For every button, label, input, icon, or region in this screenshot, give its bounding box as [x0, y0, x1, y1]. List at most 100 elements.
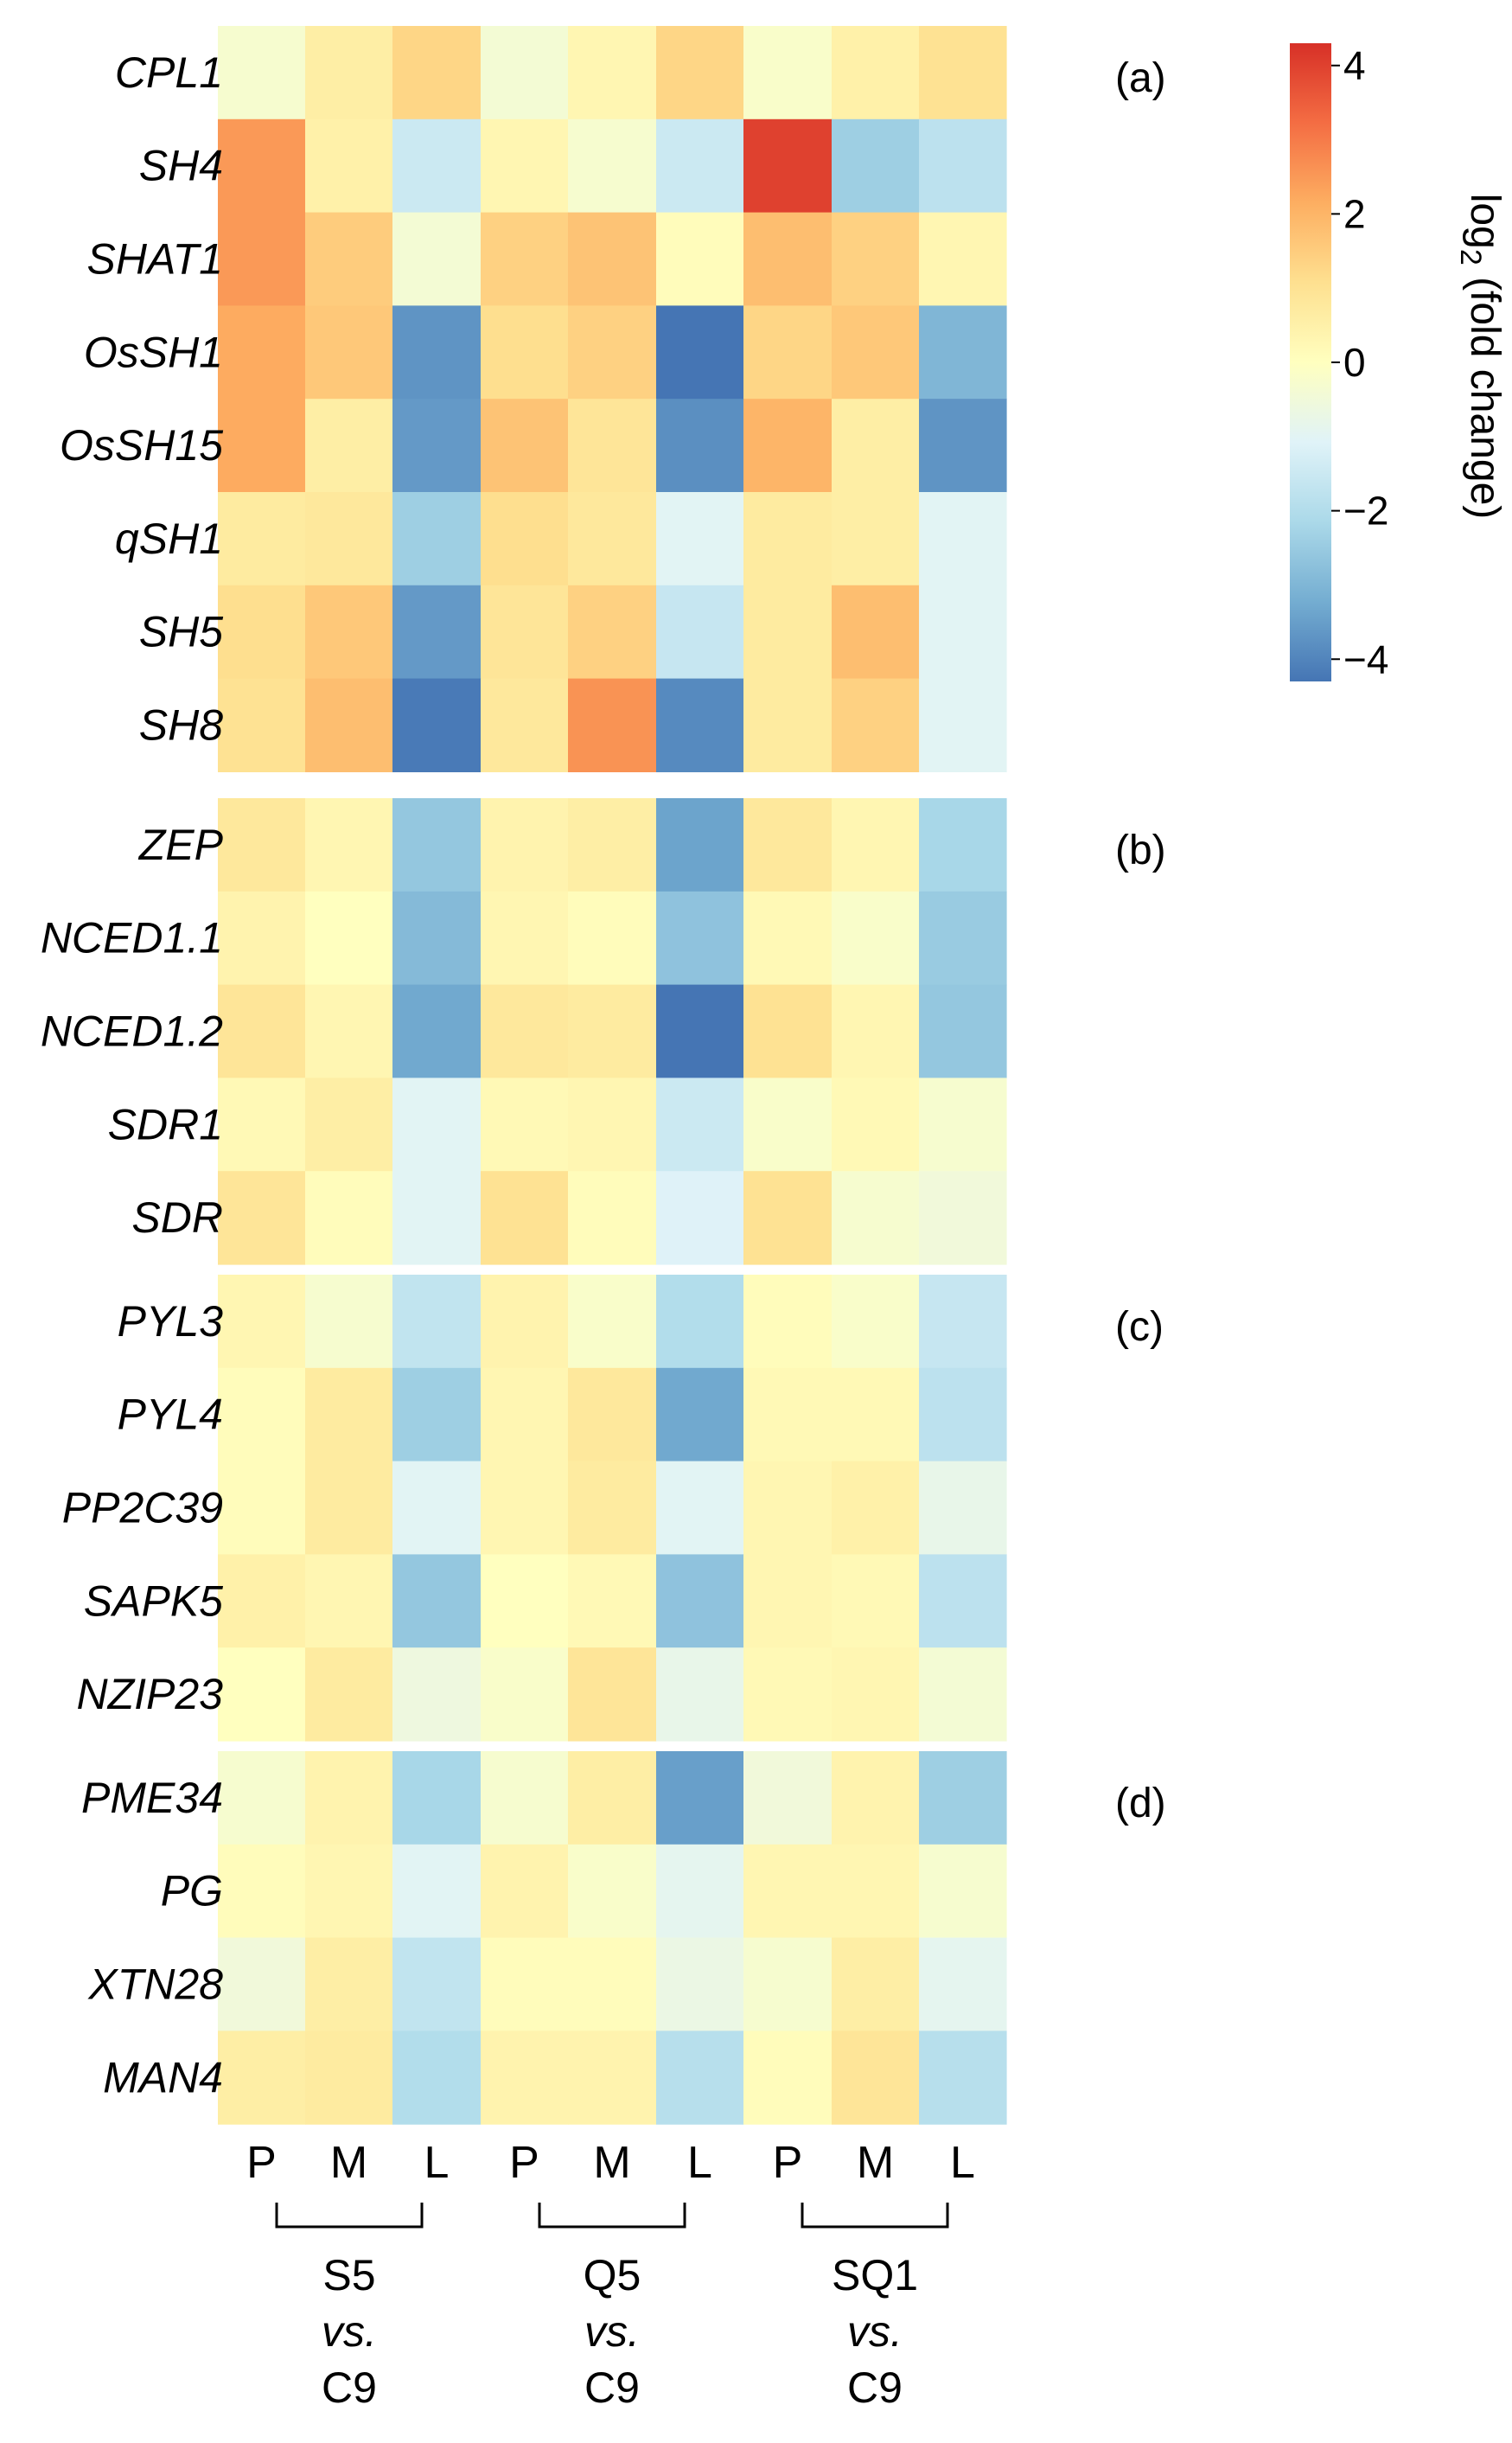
gene-label: NCED1.1	[41, 914, 223, 962]
heatmap-cell	[919, 2031, 1007, 2125]
heatmap-row: SAPK5	[84, 1554, 1007, 1648]
heatmap-cell	[743, 1461, 833, 1555]
heatmap-cell	[392, 1461, 482, 1555]
heatmap-cell	[568, 1367, 657, 1462]
heatmap-cell	[218, 1647, 306, 1742]
heatmap-cell	[305, 678, 393, 772]
heatmap-cell	[743, 1647, 833, 1742]
heatmap-cell	[568, 1461, 657, 1555]
column-tick-label: L	[687, 2138, 712, 2188]
heatmap-cell	[568, 1844, 657, 1939]
heatmap-cell	[919, 26, 1007, 120]
heatmap-cell	[919, 212, 1007, 306]
colorbar-title-subscript: 2	[1454, 249, 1487, 265]
heatmap-cell	[481, 1554, 569, 1648]
heatmap-cell	[743, 1751, 833, 1845]
heatmap-cell	[743, 798, 833, 892]
gene-label: SHAT1	[87, 235, 223, 284]
heatmap-row: PME34	[81, 1751, 1007, 1845]
panel-b: ZEP NCED1.1 NCED1.2 SDR1 SDR (b)	[41, 798, 1166, 1265]
heatmap-cell	[919, 984, 1007, 1078]
heatmap-cell	[218, 1751, 306, 1845]
heatmap-cell	[656, 399, 744, 493]
heatmap-cell	[218, 678, 306, 772]
heatmap-cell	[568, 984, 657, 1078]
heatmap-cell	[305, 585, 393, 680]
group-label: S5	[322, 2251, 375, 2299]
heatmap-cell	[919, 1171, 1007, 1265]
gene-label: OsSH1	[84, 328, 223, 376]
heatmap-cell	[919, 1367, 1007, 1462]
heatmap-cell	[481, 585, 569, 680]
column-tick-label: P	[246, 2138, 277, 2188]
heatmap-cell	[568, 1647, 657, 1742]
heatmap-cell	[919, 1937, 1007, 2031]
gene-label: SDR	[131, 1193, 223, 1242]
colorbar-tick: −2	[1331, 489, 1388, 534]
gene-label: PYL3	[118, 1297, 224, 1346]
gene-label: SH5	[139, 608, 223, 656]
gene-label: PG	[161, 1867, 223, 1915]
heatmap-cell	[832, 1461, 920, 1555]
heatmap-cell	[743, 1171, 833, 1265]
heatmap-cell	[305, 1844, 393, 1939]
colorbar-tick: −4	[1331, 636, 1388, 681]
heatmap-cell	[392, 212, 482, 306]
column-tick-label: M	[593, 2138, 630, 2188]
heatmap-cell	[832, 305, 920, 400]
heatmap-cell	[743, 305, 833, 400]
heatmap-cell	[392, 798, 482, 892]
heatmap-cell	[218, 492, 306, 586]
heatmap-cell	[919, 891, 1007, 986]
heatmap-cell	[218, 798, 306, 892]
column-tick-label: L	[424, 2138, 450, 2188]
heatmap-cell	[743, 1554, 833, 1648]
heatmap-cell	[743, 891, 833, 986]
gene-label: XTN28	[87, 1960, 223, 2009]
heatmap-cell	[481, 1461, 569, 1555]
heatmap-cell	[305, 26, 393, 120]
heatmap-cell	[656, 1171, 744, 1265]
heatmap-row: XTN28	[87, 1937, 1007, 2031]
heatmap-cell	[832, 492, 920, 586]
heatmap-cell	[392, 1275, 482, 1369]
heatmap-row: SHAT1	[87, 212, 1007, 306]
heatmap-cell	[481, 984, 569, 1078]
heatmap-cell	[481, 305, 569, 400]
group-q5: Q5 vs. C9	[538, 2203, 686, 2412]
heatmap-row: CPL1	[115, 26, 1007, 120]
colorbar-tick: 2	[1331, 191, 1366, 236]
heatmap-cell	[919, 492, 1007, 586]
heatmap-cell	[832, 585, 920, 680]
colorbar-tick-label: 0	[1343, 340, 1366, 385]
heatmap-cell	[656, 118, 744, 214]
heatmap-row: qSH1	[115, 492, 1007, 586]
heatmap-cell	[656, 891, 744, 986]
heatmap-cell	[305, 984, 393, 1078]
heatmap-cell	[919, 399, 1007, 493]
heatmap-cell	[743, 2031, 833, 2125]
heatmap-cell	[919, 585, 1007, 680]
heatmap-cell	[305, 1171, 393, 1265]
heatmap-cell	[832, 1844, 920, 1939]
panel-d: PME34 PG XTN28 MAN4 (d)	[81, 1751, 1166, 2125]
heatmap-cell	[392, 678, 482, 772]
colorbar-tick-label: 4	[1343, 43, 1366, 88]
heatmap-cell	[919, 118, 1007, 214]
heatmap-cell	[919, 1461, 1007, 1555]
heatmap-cell	[832, 118, 920, 214]
panel-label: (d)	[1115, 1781, 1166, 1826]
heatmap-cell	[743, 26, 833, 120]
heatmap-cell	[919, 678, 1007, 772]
heatmap-cell	[832, 1751, 920, 1845]
heatmap-cell	[568, 678, 657, 772]
gene-label: OsSH15	[60, 421, 223, 470]
heatmap-cell	[743, 585, 833, 680]
heatmap-cell	[743, 1367, 833, 1462]
heatmap-cell	[568, 891, 657, 986]
group-label: Q5	[584, 2251, 641, 2299]
colorbar-title: log2 (fold change)	[1454, 194, 1508, 520]
panel-label: (a)	[1115, 55, 1166, 101]
heatmap-cell	[743, 399, 833, 493]
